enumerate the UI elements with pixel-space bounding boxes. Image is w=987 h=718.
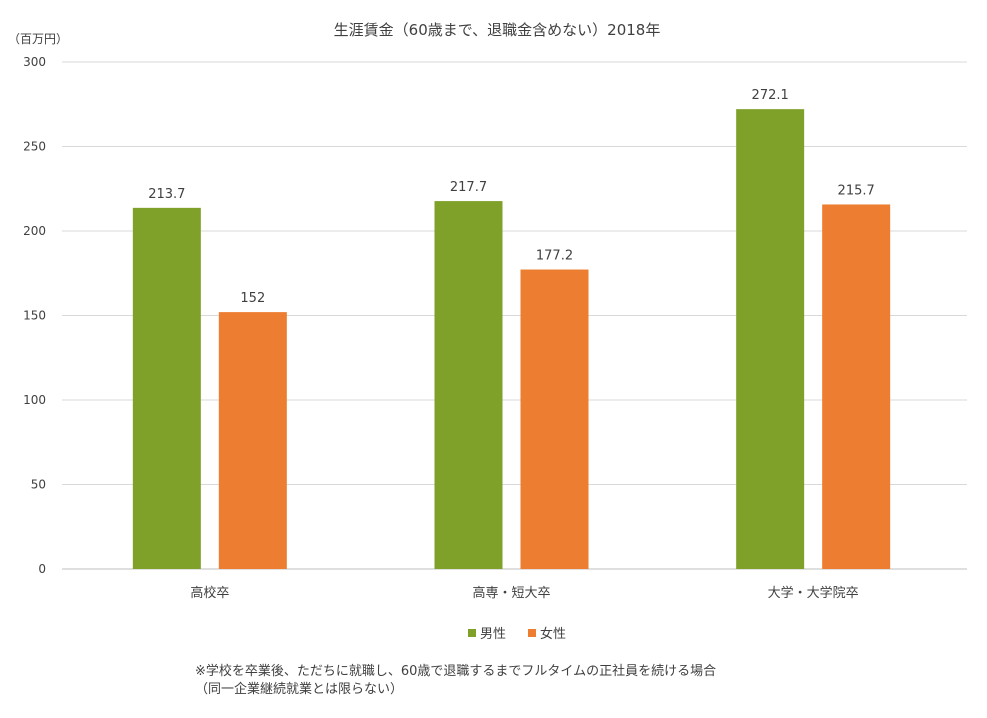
bar-female-2 xyxy=(822,204,891,570)
x-axis-categories: 高校卒 高専・短大卒 大学・大学院卒 xyxy=(190,585,858,601)
bars xyxy=(132,109,891,570)
y-tick-label: 50 xyxy=(31,478,46,492)
footnote-line: ※学校を卒業後、ただちに就職し、60歳で退職するまでフルタイムの正社員を続ける場… xyxy=(195,663,716,679)
bar-female-1 xyxy=(520,269,589,569)
gridlines xyxy=(62,61,967,570)
legend-label: 女性 xyxy=(540,626,566,642)
y-tick-label: 100 xyxy=(23,393,46,407)
x-category-label: 高校卒 xyxy=(190,585,229,601)
data-label: 213.7 xyxy=(148,187,185,202)
legend-label: 男性 xyxy=(480,627,506,642)
bar-male-0 xyxy=(132,207,201,570)
data-label: 217.7 xyxy=(450,180,487,195)
data-label: 215.7 xyxy=(838,183,875,198)
data-labels: 213.7 152 217.7 177.2 272.1 215.7 xyxy=(148,88,875,306)
bar-male-2 xyxy=(736,109,805,569)
footnotes: ※学校を卒業後、ただちに就職し、60歳で退職するまでフルタイムの正社員を続ける場… xyxy=(195,663,716,697)
y-tick-label: 150 xyxy=(23,309,46,323)
data-label: 272.1 xyxy=(752,88,789,103)
y-tick-label: 200 xyxy=(23,224,46,238)
y-tick-label: 0 xyxy=(38,562,46,576)
footnote-line: （同一企業継続就業とは限らない） xyxy=(195,681,403,697)
legend-swatch xyxy=(468,629,476,637)
x-category-label: 大学・大学院卒 xyxy=(768,585,859,601)
bar-female-0 xyxy=(218,312,287,569)
data-label: 152 xyxy=(240,291,265,306)
legend: 男性 女性 xyxy=(468,626,566,642)
y-axis-ticks: 0 50 100 150 200 250 300 xyxy=(23,55,46,576)
legend-swatch xyxy=(528,629,536,637)
chart-title: 生涯賃金（60歳まで、退職金含めない）2018年 xyxy=(334,21,661,39)
y-axis-unit-label: （百万円） xyxy=(8,32,68,46)
bar-male-1 xyxy=(434,201,503,569)
data-label: 177.2 xyxy=(536,249,573,264)
x-category-label: 高専・短大卒 xyxy=(472,585,550,601)
y-tick-label: 300 xyxy=(23,55,46,69)
y-tick-label: 250 xyxy=(23,140,46,154)
